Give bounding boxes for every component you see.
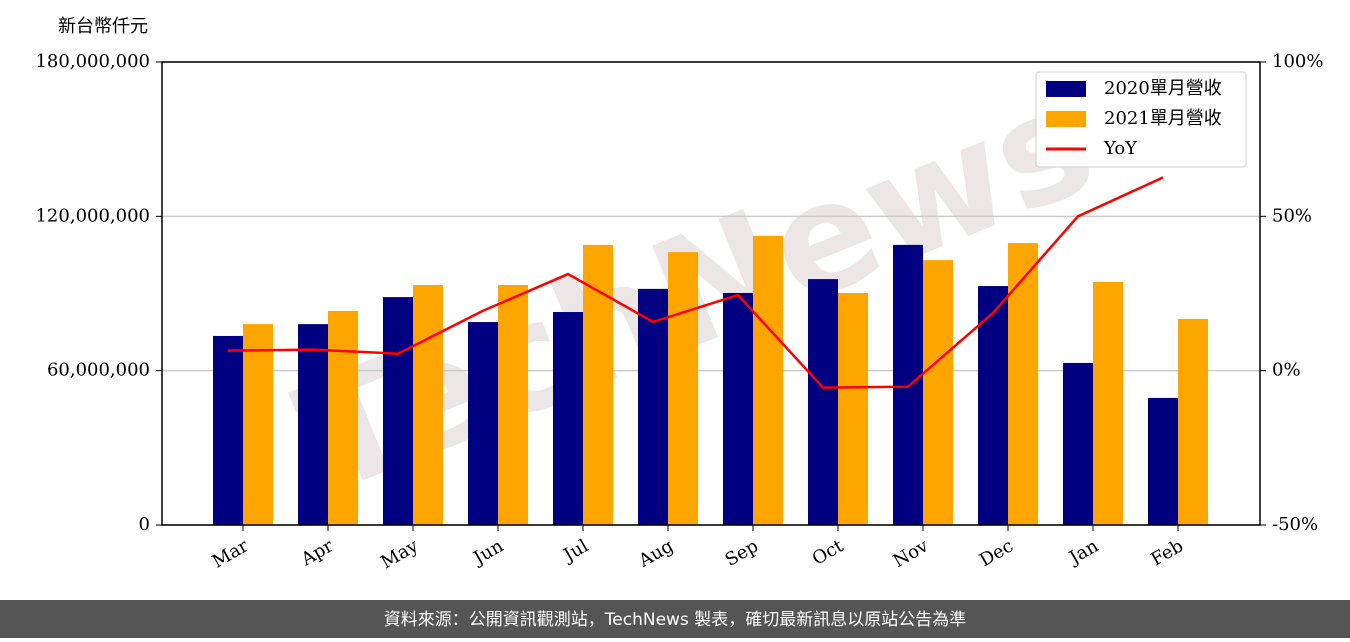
footer-bar bbox=[0, 600, 1350, 638]
bar bbox=[243, 324, 273, 525]
x-tick-label: Sep bbox=[722, 535, 762, 570]
x-tick-label: Mar bbox=[209, 535, 253, 572]
x-tick-label: Jun bbox=[468, 535, 507, 570]
yoy-line bbox=[227, 176, 1164, 389]
bar bbox=[923, 260, 953, 525]
bar bbox=[753, 235, 783, 526]
bar bbox=[583, 244, 613, 525]
y2-tick-label: 50% bbox=[1272, 205, 1312, 226]
x-tick-label: Apr bbox=[297, 535, 337, 570]
bar bbox=[1148, 397, 1178, 525]
legend-swatch bbox=[1046, 111, 1086, 127]
y-tick-label: 180,000,000 bbox=[35, 51, 150, 72]
bar bbox=[668, 252, 698, 525]
bar bbox=[213, 335, 243, 525]
bar bbox=[498, 285, 528, 525]
source: 資料來源：公開資訊觀測站，TechNews 製表，確切最新訊息以原站公告為準 bbox=[384, 610, 966, 630]
bar bbox=[1008, 243, 1038, 525]
bar bbox=[1093, 281, 1123, 525]
bar bbox=[328, 310, 358, 525]
y2-tick-label: 0% bbox=[1272, 360, 1301, 381]
x-tick-label: Jan bbox=[1064, 535, 1102, 569]
y-axis-label: 新台幣仟元 bbox=[58, 16, 148, 37]
x-tick-label: May bbox=[377, 535, 422, 573]
y2-tick-label: -50% bbox=[1272, 514, 1318, 535]
bar bbox=[383, 297, 413, 525]
x-tick-label: Aug bbox=[634, 535, 677, 572]
bar bbox=[838, 292, 868, 525]
y-tick-label: 0 bbox=[139, 514, 150, 535]
x-tick-label: Jul bbox=[558, 535, 592, 567]
bar bbox=[1178, 318, 1208, 525]
bar bbox=[893, 244, 923, 525]
x-tick-label: Oct bbox=[809, 535, 848, 570]
legend-label: YoY bbox=[1103, 138, 1138, 159]
bar bbox=[808, 279, 838, 525]
legend-label: 2020單月營收 bbox=[1104, 78, 1222, 99]
x-tick-label: Dec bbox=[976, 535, 1017, 571]
bar bbox=[638, 288, 668, 525]
bar bbox=[468, 322, 498, 525]
bar bbox=[298, 324, 328, 525]
x-tick-label: Feb bbox=[1147, 535, 1187, 570]
plot-frame bbox=[161, 61, 1261, 526]
bar bbox=[1063, 362, 1093, 525]
bar bbox=[723, 292, 753, 525]
x-tick-label: Nov bbox=[890, 535, 933, 572]
legend-box bbox=[1035, 71, 1247, 168]
bar bbox=[413, 285, 443, 525]
bar bbox=[978, 286, 1008, 525]
legend-swatch bbox=[1046, 81, 1086, 97]
y-tick-label: 60,000,000 bbox=[47, 360, 150, 381]
legend-label: 2021單月營收 bbox=[1104, 108, 1222, 129]
y2-tick-label: 100% bbox=[1272, 51, 1323, 72]
bar bbox=[553, 312, 583, 525]
y-tick-label: 120,000,000 bbox=[35, 205, 150, 226]
